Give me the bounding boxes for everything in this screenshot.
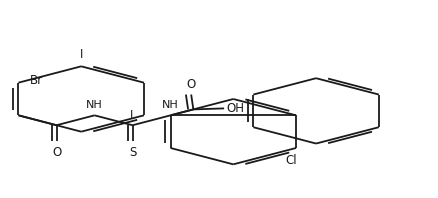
Text: O: O — [52, 146, 61, 159]
Text: NH: NH — [86, 100, 102, 110]
Text: Br: Br — [29, 74, 42, 87]
Text: Cl: Cl — [285, 154, 297, 167]
Text: I: I — [129, 109, 133, 122]
Text: NH: NH — [162, 100, 179, 110]
Text: O: O — [186, 78, 195, 91]
Text: I: I — [79, 48, 83, 61]
Text: OH: OH — [226, 102, 244, 115]
Text: S: S — [129, 146, 136, 159]
